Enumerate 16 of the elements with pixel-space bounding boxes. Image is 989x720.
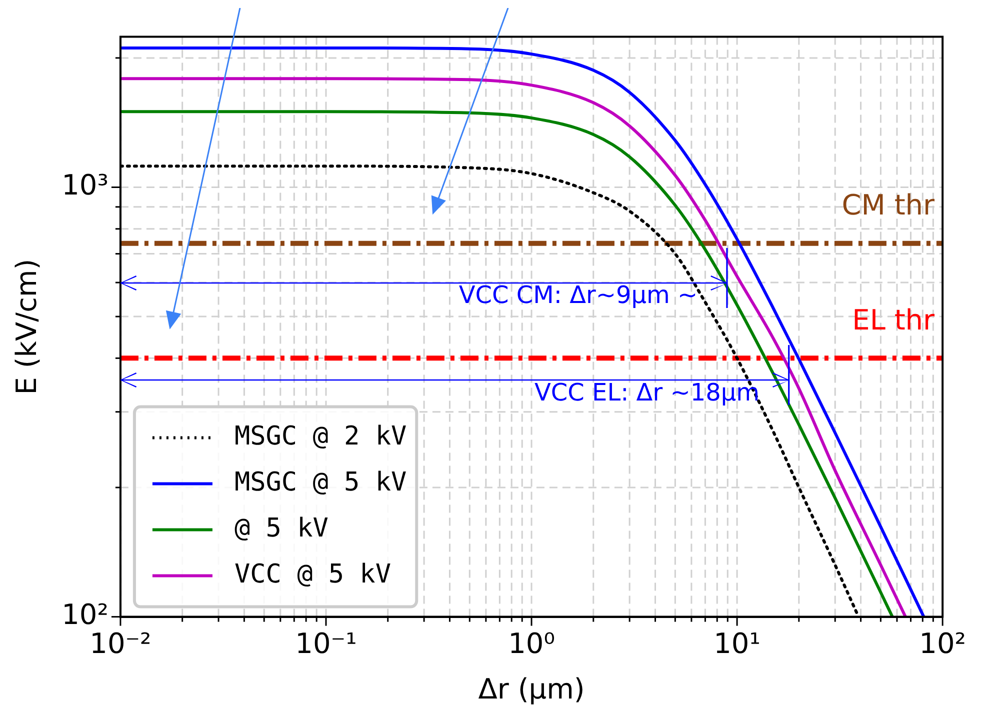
x-tick-label: 10¹ (714, 626, 760, 660)
legend-label: MSGC @ 5 kV (234, 468, 407, 498)
x-tick-label: 10⁰ (508, 626, 555, 660)
ref-line-label: EL thr (852, 303, 936, 336)
y-axis-title: E (kV/cm) (10, 258, 44, 395)
x-axis-title: Δr (μm) (478, 672, 585, 706)
x-tick-label: 10⁻² (90, 626, 152, 660)
legend-label: VCC @ 5 kV (234, 560, 391, 590)
legend-label: @ 5 kV (234, 514, 328, 544)
annotation: VCC EL: Δr ~18μm (534, 378, 760, 407)
x-tick-label: 10⁻¹ (295, 626, 357, 660)
legend-label: MSGC @ 2 kV (234, 422, 407, 452)
x-tick-label: 10² (919, 626, 966, 660)
annotation: VCC CM: Δr~9μm ~ (458, 280, 698, 309)
y-tick-label: 10³ (62, 168, 108, 202)
ref-line-label: CM thr (842, 188, 936, 222)
